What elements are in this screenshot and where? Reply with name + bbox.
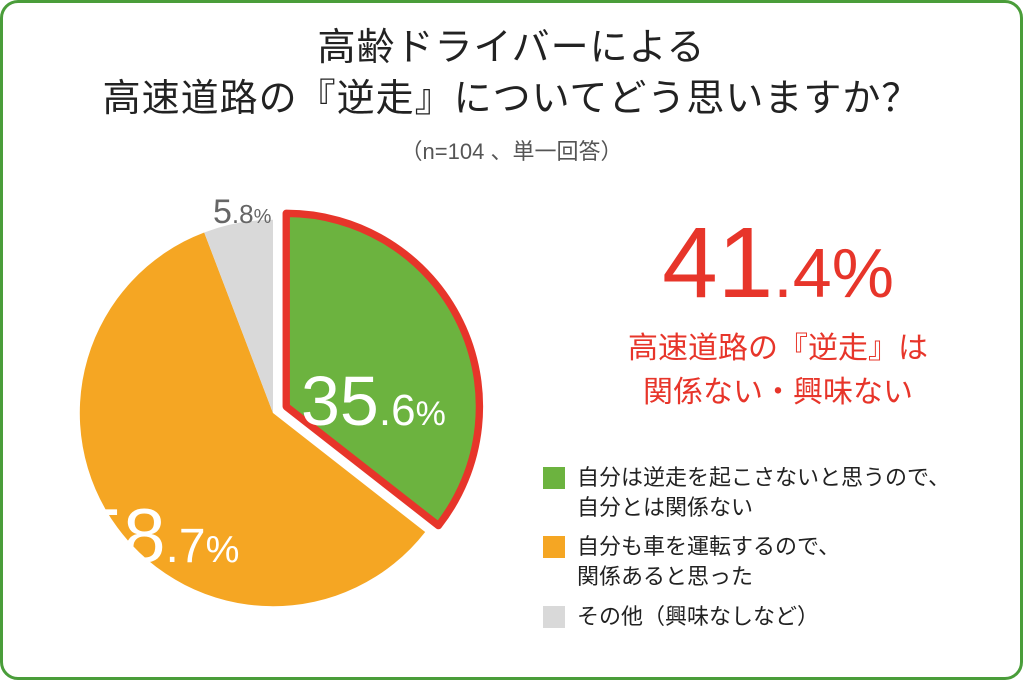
- legend-item-2: その他（興味なしなど）: [543, 602, 1013, 632]
- highlight-text-line-1: 高速道路の『逆走』は: [628, 332, 928, 365]
- legend-item-0: 自分は逆走を起こさないと思うので、 自分とは関係ない: [543, 463, 1013, 522]
- legend-label-1: 自分も車を運転するので、 関係あると思った: [577, 532, 1013, 591]
- highlight-sym: %: [832, 234, 894, 312]
- legend-swatch-0: [543, 467, 565, 489]
- legend: 自分は逆走を起こさないと思うので、 自分とは関係ない自分も車を運転するので、 関…: [543, 463, 1013, 641]
- highlight-dec: .4: [773, 234, 831, 312]
- highlight-int: 41: [662, 207, 773, 319]
- title-line-1: 高齢ドライバーによる: [3, 23, 1020, 74]
- pie-chart: 35.6%58.7%5.8%: [43, 183, 503, 643]
- highlight-text: 高速道路の『逆走』は 関係ない・興味ない: [563, 327, 993, 414]
- title-line-2: 高速道路の『逆走』についてどう思いますか？: [3, 74, 1020, 125]
- legend-label-0: 自分は逆走を起こさないと思うので、 自分とは関係ない: [577, 463, 1013, 522]
- title-block: 高齢ドライバーによる 高速道路の『逆走』についてどう思いますか？ （n=104 …: [3, 23, 1020, 166]
- legend-label-2: その他（興味なしなど）: [577, 602, 1013, 632]
- highlight-percentage: 41.4%: [563, 213, 993, 313]
- legend-item-1: 自分も車を運転するので、 関係あると思った: [543, 532, 1013, 591]
- legend-swatch-1: [543, 536, 565, 558]
- highlight-block: 41.4% 高速道路の『逆走』は 関係ない・興味ない: [563, 213, 993, 414]
- subtitle: （n=104 、単一回答）: [3, 134, 1020, 166]
- legend-swatch-2: [543, 606, 565, 628]
- highlight-text-line-2: 関係ない・興味ない: [643, 376, 913, 409]
- infographic-frame: 高齢ドライバーによる 高速道路の『逆走』についてどう思いますか？ （n=104 …: [0, 0, 1023, 680]
